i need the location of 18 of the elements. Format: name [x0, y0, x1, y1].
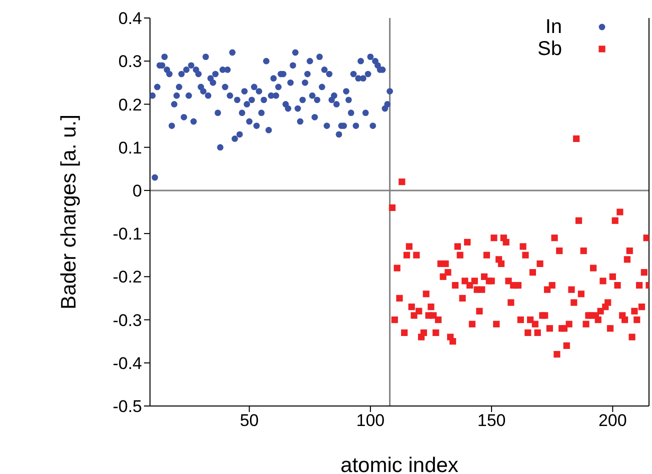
- legend-label: In: [545, 16, 562, 38]
- y-tick-label: -0.4: [112, 354, 142, 373]
- x-axis-title: atomic index: [340, 454, 459, 474]
- y-tick-label: -0.1: [112, 224, 142, 244]
- y-tick-label: -0.2: [112, 268, 142, 287]
- y-tick-label: 0.4: [118, 9, 142, 28]
- y-tick-label: 0.1: [118, 138, 142, 158]
- y-axis-title: Bader charges [a. u.]: [57, 114, 80, 310]
- legend-label: Sb: [538, 38, 562, 60]
- x-tick-label: 150: [477, 411, 506, 430]
- y-tick-label: 0.3: [118, 52, 142, 72]
- y-tick-label: -0.5: [112, 397, 142, 416]
- y-tick-label: 0: [132, 181, 142, 200]
- x-tick-label: 200: [598, 411, 627, 430]
- y-tick-label: -0.3: [112, 310, 142, 330]
- y-tick-label: 0.2: [118, 95, 142, 114]
- x-tick-label: 50: [240, 411, 259, 430]
- x-tick-label: 100: [356, 411, 385, 430]
